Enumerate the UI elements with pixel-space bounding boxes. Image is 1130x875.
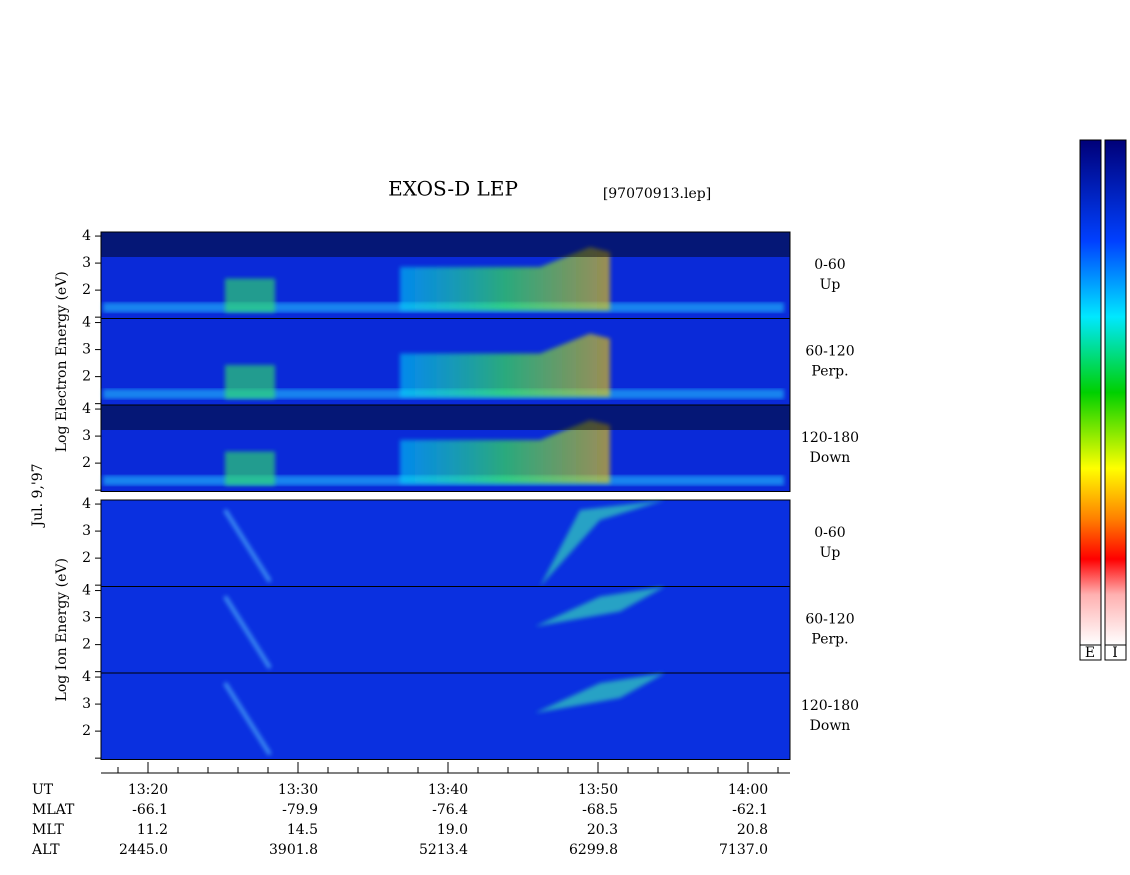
spectrum-feature	[225, 278, 275, 313]
orbit-value: -62.1	[732, 802, 768, 818]
colorbar	[1104, 139, 1127, 646]
x-tick-label: 13:20	[128, 782, 168, 798]
y-tick-label: 3	[82, 696, 91, 712]
spectrum-feature	[225, 451, 275, 486]
x-tick-label: 13:50	[578, 782, 618, 798]
chart-subtitle: [97070913.lep]	[603, 186, 711, 202]
orbit-row-label: MLAT	[32, 802, 75, 818]
panel-sublabel: Perp.	[811, 632, 848, 648]
spectrum-feature	[535, 586, 665, 627]
date-label: Jul. 9,'97	[30, 463, 46, 528]
spectrum-feature	[540, 500, 665, 587]
spectrogram-panel	[100, 672, 791, 760]
colorbar-label-box	[1079, 644, 1102, 661]
y-tick-label: 4	[82, 583, 91, 599]
colorbar-label-box	[1104, 644, 1127, 661]
colorbar	[1079, 139, 1102, 646]
spectrum-feature	[535, 673, 665, 713]
spectrogram-panel	[100, 586, 791, 674]
orbit-value: -76.4	[432, 802, 468, 818]
panel-label: 0-60	[814, 525, 845, 541]
y-tick-label: 4	[82, 496, 91, 512]
colorbars: E I	[1079, 139, 1127, 661]
orbit-value: 5213.4	[419, 842, 468, 858]
spectrum-feature	[225, 365, 275, 399]
panel-label: 60-120	[805, 612, 854, 628]
chart-title: EXOS-D LEP	[388, 177, 518, 201]
spectrum-feature	[101, 405, 790, 430]
y-tick-label: 4	[82, 228, 91, 244]
y-tick-label: 4	[82, 669, 91, 685]
spectrum-feature	[400, 247, 610, 311]
y-tick-label: 2	[82, 455, 91, 471]
y-tick-label: 3	[82, 342, 91, 358]
spectrum-feature	[101, 232, 790, 257]
orbit-value: 7137.0	[719, 842, 768, 858]
panel-label: 0-60	[814, 257, 845, 273]
orbit-value: 3901.8	[269, 842, 318, 858]
x-tick-label: 14:00	[728, 782, 768, 798]
spectrum-feature	[400, 333, 610, 397]
panel-sublabel: Down	[810, 450, 851, 466]
panel-sublabel: Perp.	[811, 364, 848, 380]
y-tick-label: 3	[82, 428, 91, 444]
y-tick-label: 3	[82, 255, 91, 271]
orbit-value: -68.5	[582, 802, 618, 818]
panel-sublabel: Up	[820, 277, 841, 293]
x-tick-label: 13:40	[428, 782, 468, 798]
orbit-value: -66.1	[132, 802, 168, 818]
y-tick-label: 2	[82, 369, 91, 385]
y-tick-label: 2	[82, 550, 91, 566]
x-tick-label: 13:30	[278, 782, 318, 798]
y-tick-label: 3	[82, 610, 91, 626]
orbit-value: 2445.0	[119, 842, 168, 858]
orbit-value: 20.8	[737, 822, 768, 838]
y-tick-label: 2	[82, 723, 91, 739]
orbit-value: -79.9	[282, 802, 318, 818]
orbit-value: 14.5	[287, 822, 318, 838]
panel-sublabel: Down	[810, 718, 851, 734]
colorbar-label: E	[1085, 645, 1095, 661]
orbit-value: 19.0	[437, 822, 468, 838]
orbit-row-label: MLT	[32, 822, 64, 838]
orbit-row-label: ALT	[31, 842, 60, 858]
spectrum-feature	[223, 681, 272, 756]
spectrum-feature	[223, 595, 272, 670]
y-tick-label: 4	[82, 315, 91, 331]
group-y-label: Log Ion Energy (eV)	[54, 558, 70, 701]
spectrogram-panel	[100, 499, 791, 587]
orbit-value: 11.2	[137, 822, 168, 838]
orbit-value: 6299.8	[569, 842, 618, 858]
panel-label: 60-120	[805, 344, 854, 360]
panel-label: 120-180	[801, 698, 859, 714]
panel-sublabel: Up	[820, 545, 841, 561]
y-tick-label: 3	[82, 523, 91, 539]
spectrum-feature	[400, 420, 610, 484]
x-axis-label: UT	[32, 782, 54, 798]
y-tick-label: 2	[82, 637, 91, 653]
orbit-value: 20.3	[587, 822, 618, 838]
spectrum-feature	[223, 508, 272, 583]
colorbar-label: I	[1112, 645, 1118, 661]
panel-label: 120-180	[801, 430, 859, 446]
y-tick-label: 2	[82, 282, 91, 298]
y-tick-label: 4	[82, 401, 91, 417]
group-y-label: Log Electron Energy (eV)	[54, 271, 70, 452]
